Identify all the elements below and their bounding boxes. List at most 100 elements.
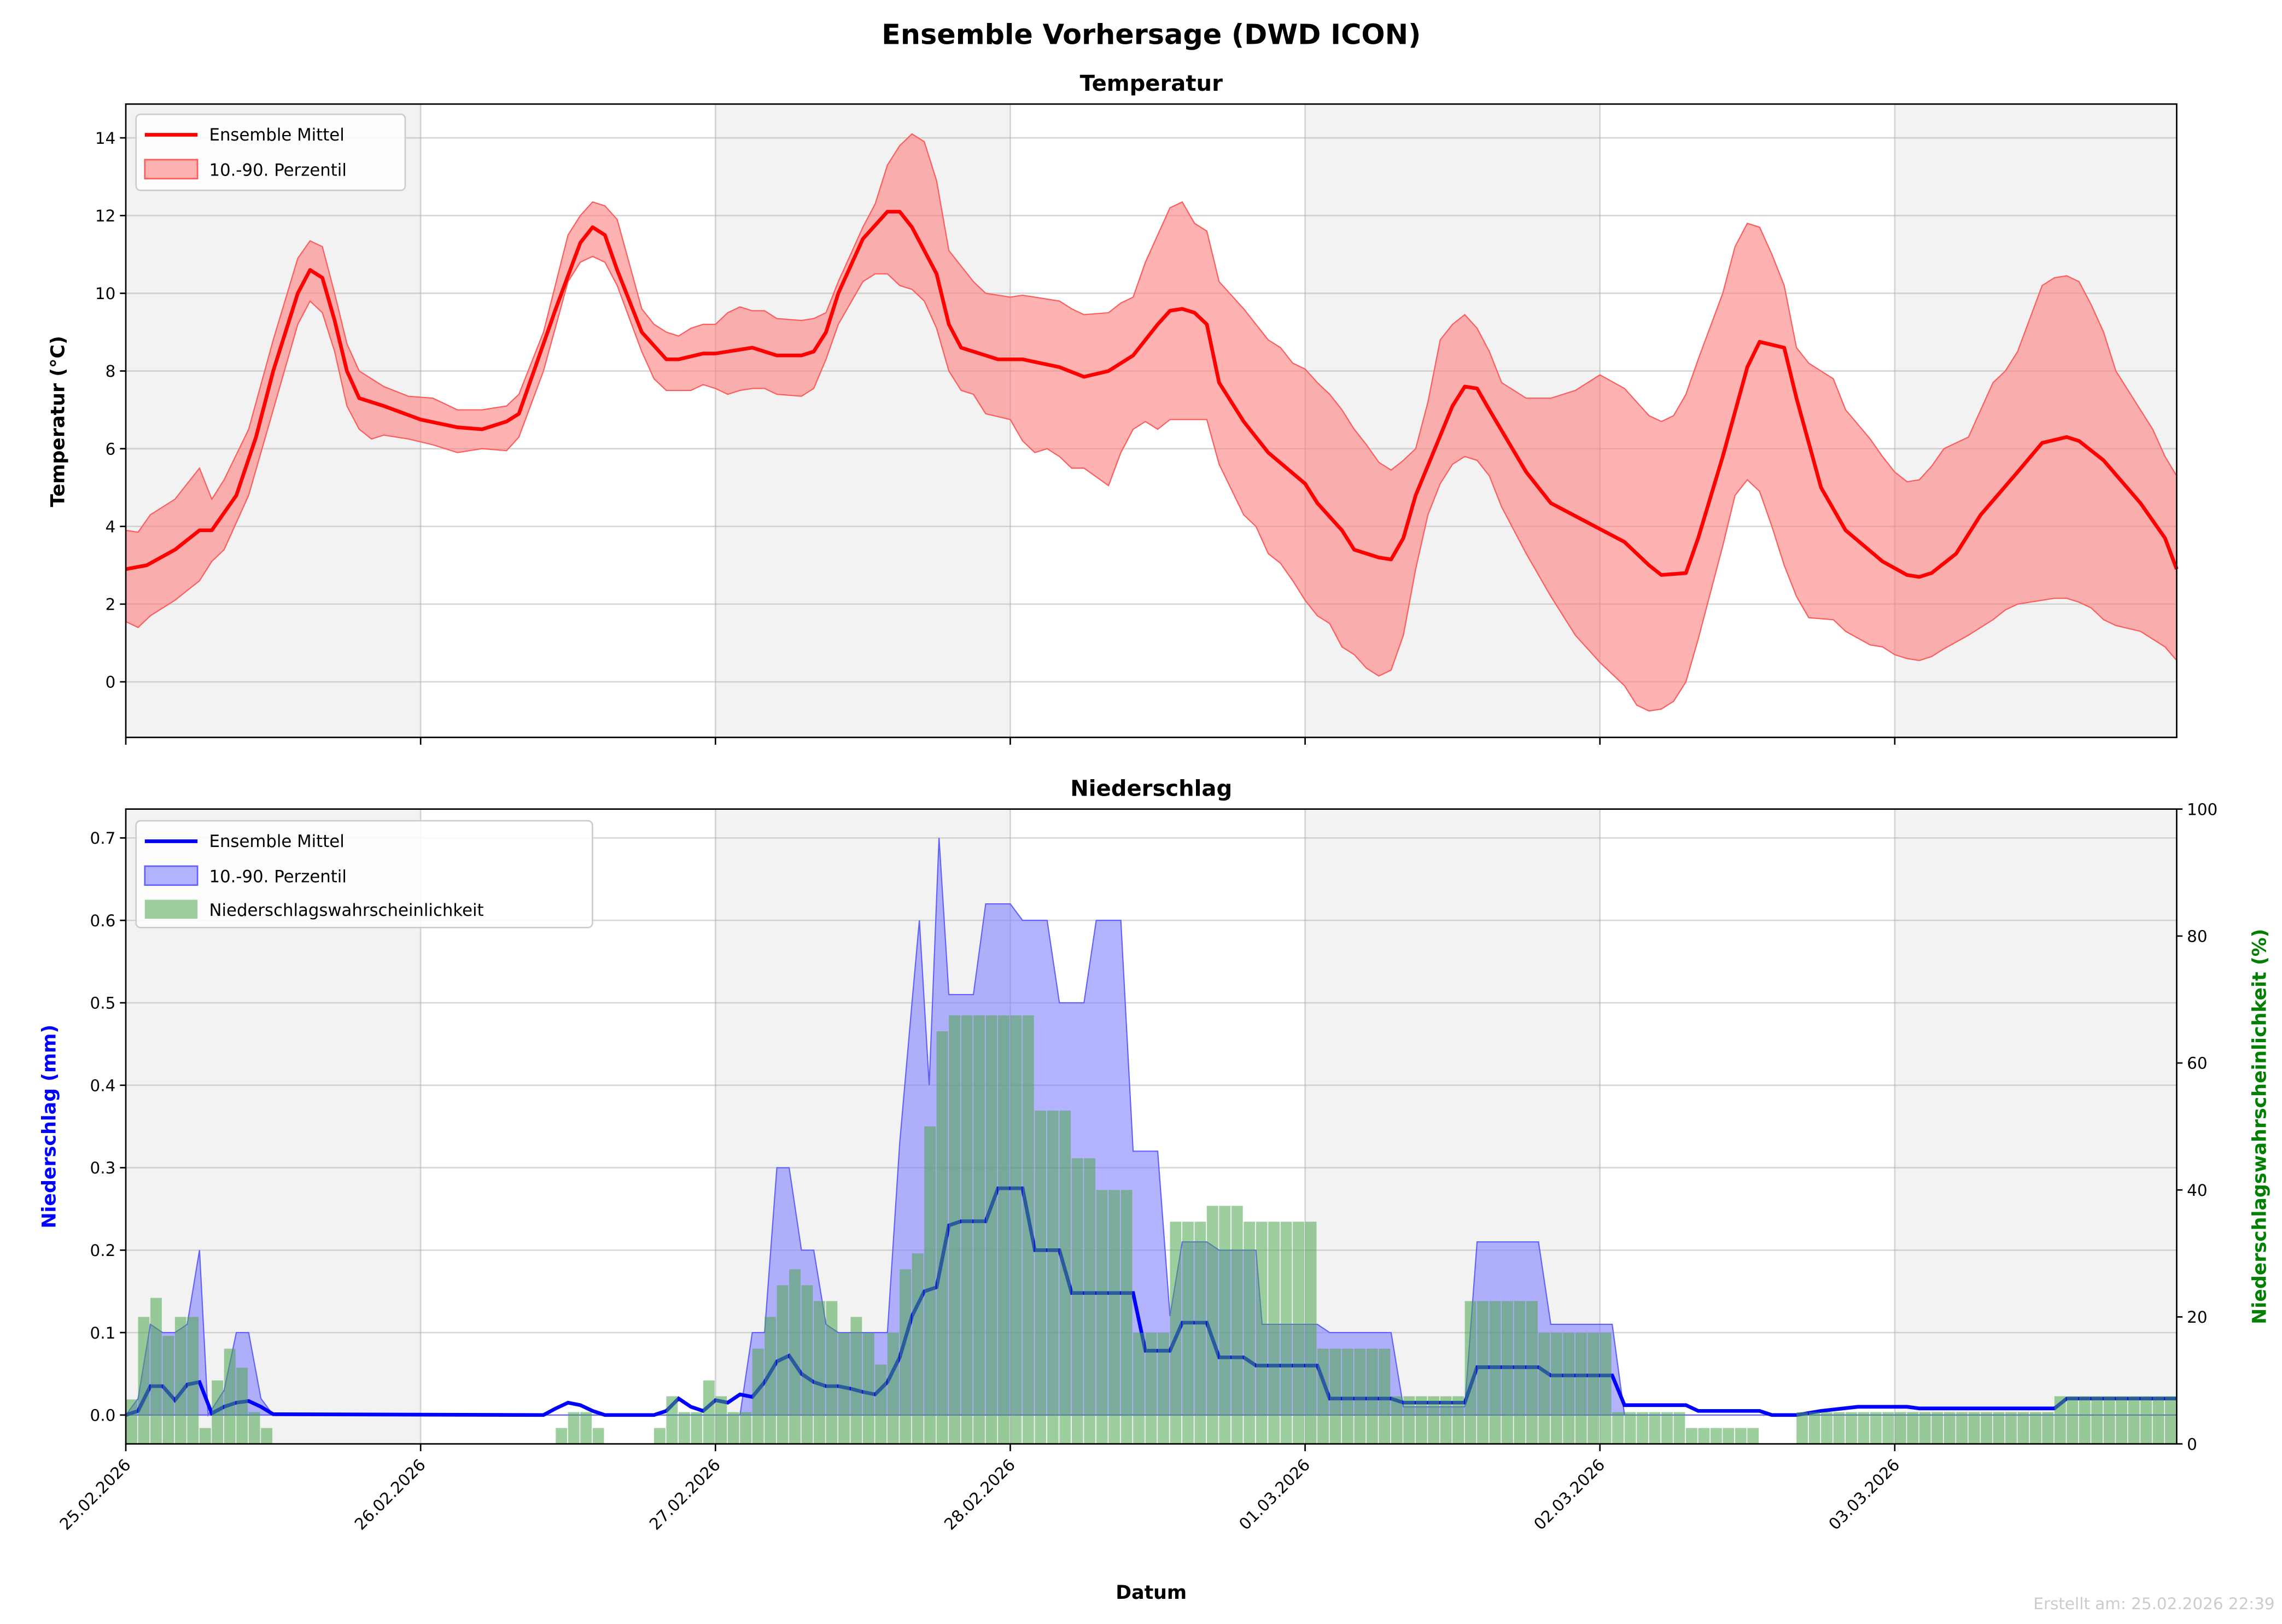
legend-patch-icon: [144, 899, 198, 919]
probability-bar: [973, 1015, 985, 1444]
legend: Ensemble Mittel 10.-90. Perzentil Nieder…: [135, 820, 593, 928]
day-shade: [1894, 809, 2177, 1444]
probability-bar: [862, 1333, 874, 1444]
chart-title: Temperatur: [1080, 71, 1223, 96]
probability-bar: [2128, 1396, 2140, 1444]
probability-bar: [1870, 1412, 1882, 1444]
probability-bar: [985, 1015, 997, 1444]
probability-bar: [875, 1364, 887, 1444]
probability-bar: [1981, 1412, 1992, 1444]
probability-bar: [826, 1301, 838, 1444]
probability-bar: [1231, 1206, 1243, 1444]
probability-bar: [1256, 1222, 1268, 1444]
probability-bar: [777, 1285, 789, 1444]
probability-bar: [1514, 1301, 1526, 1444]
probability-bar: [1108, 1190, 1120, 1444]
probability-bar: [580, 1412, 592, 1444]
probability-bar: [1637, 1412, 1648, 1444]
y-tick-label: 14: [95, 129, 115, 148]
probability-bars: [126, 1015, 2176, 1444]
y2-tick-label: 0: [2187, 1435, 2197, 1453]
x-axis-label: Datum: [1116, 1582, 1187, 1604]
y-tick-label: 0: [106, 673, 116, 692]
probability-bar: [1563, 1333, 1575, 1444]
y-tick-label: 0.4: [90, 1076, 116, 1095]
probability-bar: [1415, 1396, 1427, 1444]
probability-bar: [653, 1428, 666, 1444]
probability-bar: [1882, 1412, 1894, 1444]
probability-bar: [1182, 1222, 1194, 1444]
probability-bar: [187, 1317, 199, 1444]
x-ticks: [125, 737, 1896, 745]
probability-bar: [568, 1412, 580, 1444]
probability-bar: [1845, 1412, 1857, 1444]
probability-bar: [1612, 1412, 1624, 1444]
probability-bar: [2067, 1396, 2079, 1444]
probability-bar: [174, 1317, 186, 1444]
probability-bar: [1858, 1412, 1870, 1444]
probability-bar: [1428, 1396, 1440, 1444]
probability-bar: [1035, 1111, 1047, 1444]
probability-bar: [912, 1253, 924, 1444]
probability-bar: [1354, 1348, 1366, 1444]
probability-bar: [936, 1031, 948, 1444]
probability-bar: [1723, 1428, 1735, 1444]
y-tick-label: 0.3: [90, 1159, 116, 1177]
probability-bar: [2042, 1412, 2054, 1444]
probability-bar: [887, 1333, 899, 1444]
y-tick-label: 4: [106, 517, 116, 536]
probability-bar: [1280, 1222, 1292, 1444]
y-tick-label: 0.1: [90, 1324, 116, 1342]
probability-bar: [1944, 1412, 1956, 1444]
probability-bar: [1305, 1222, 1317, 1444]
probability-bar: [2165, 1396, 2176, 1444]
probability-bar: [1907, 1412, 1919, 1444]
y2-tick-label: 100: [2187, 800, 2217, 819]
probability-bar: [1649, 1412, 1661, 1444]
probability-bar: [715, 1396, 727, 1444]
probability-bar: [212, 1380, 224, 1444]
probability-bar: [1464, 1301, 1476, 1444]
probability-bar: [1698, 1428, 1710, 1444]
y2-tick-label: 20: [2187, 1308, 2207, 1327]
legend-patch-icon: [144, 159, 199, 180]
probability-bar: [556, 1428, 568, 1444]
y-tick-label: 8: [106, 362, 116, 381]
legend-label: Ensemble Mittel: [209, 832, 345, 851]
created-timestamp: Erstellt am: 25.02.2026 22:39: [2033, 1594, 2274, 1613]
probability-bar: [1735, 1428, 1747, 1444]
probability-bar: [1661, 1412, 1673, 1444]
probability-bar: [1833, 1412, 1845, 1444]
probability-bar: [678, 1412, 690, 1444]
y2-tick-label: 80: [2187, 927, 2207, 946]
y-tick-label: 6: [106, 440, 116, 458]
probability-bar: [752, 1348, 764, 1444]
probability-bar: [1685, 1428, 1697, 1444]
probability-bar: [838, 1333, 850, 1444]
legend: Ensemble Mittel 10.-90. Perzentil: [135, 113, 406, 191]
y-tick-label: 0.6: [90, 912, 116, 930]
y2-tick-label: 40: [2187, 1181, 2207, 1200]
y2-ticks: 0 20 40 60 80 100: [2176, 800, 2217, 1453]
probability-bar: [666, 1396, 678, 1444]
probability-bar: [1120, 1190, 1133, 1444]
precipitation-percentile-band: [124, 838, 2177, 1417]
probability-bar: [1821, 1412, 1832, 1444]
probability-bar: [592, 1428, 604, 1444]
y-tick-label: 10: [95, 284, 115, 303]
probability-bar: [1133, 1333, 1145, 1444]
probability-bar: [1931, 1412, 1944, 1444]
probability-bar: [1206, 1206, 1218, 1444]
plot-frame: [125, 808, 2178, 1445]
probability-bar: [740, 1412, 752, 1444]
probability-bar: [924, 1126, 936, 1444]
probability-bar: [162, 1336, 174, 1444]
probability-bar: [949, 1015, 960, 1444]
probability-bar: [1329, 1348, 1341, 1444]
probability-bar: [1452, 1396, 1464, 1444]
probability-bar: [2091, 1396, 2103, 1444]
probability-bar: [1096, 1190, 1108, 1444]
y-ticks: 0.0 0.1 0.2 0.3 0.4 0.5 0.6 0.7: [90, 829, 126, 1425]
probability-bar: [1403, 1396, 1415, 1444]
